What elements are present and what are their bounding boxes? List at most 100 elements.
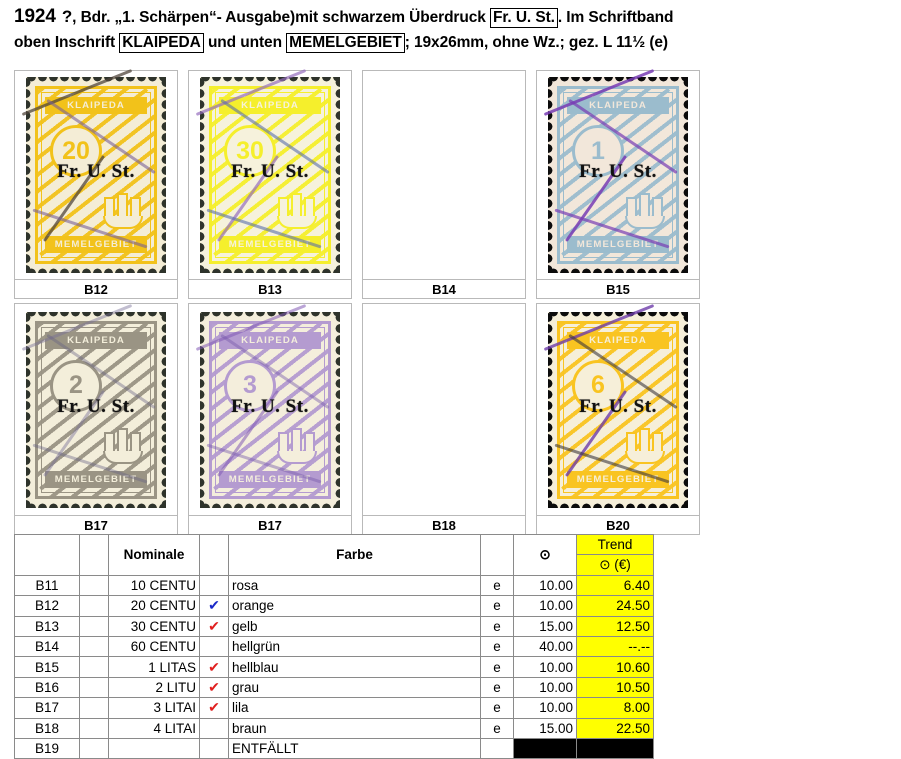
owned-checkmark-icon[interactable]: ✔	[199, 676, 229, 699]
table-row[interactable]: B15 1 LITAS ✔ hellblau e 10.00 10.60	[14, 656, 654, 678]
table-row[interactable]: B18 4 LITAI braun e 15.00 22.50	[14, 717, 654, 739]
table-row[interactable]: B11 10 CENTU rosa e 10.00 6.40	[14, 574, 654, 597]
nominale-value	[108, 737, 200, 759]
used-price: 10.00	[513, 697, 577, 719]
stamp-image: KLAIPEDA MEMELGEBIET 6 Fr. U. St.	[543, 303, 688, 508]
check-column-1[interactable]	[79, 574, 109, 597]
catalog-number: B14	[14, 635, 80, 658]
stamp-denomination: 2	[50, 359, 102, 412]
stamp-cell-b14[interactable]	[362, 70, 526, 280]
trend-price: --.--	[576, 635, 654, 658]
header-trend: Trend	[576, 533, 654, 556]
stamp-bottom-inscription: MEMELGEBIET	[219, 470, 321, 488]
trend-price: 24.50	[576, 595, 654, 617]
condition-code: e	[480, 656, 514, 678]
catalog-number: B19	[14, 737, 80, 759]
used-price: 10.00	[513, 676, 577, 699]
header-check-1	[79, 534, 109, 576]
color-description: lila	[228, 697, 481, 719]
used-price: 10.00	[513, 656, 577, 678]
header-check-2	[199, 534, 229, 576]
trend-price: 10.50	[576, 676, 654, 699]
owned-checkmark-icon[interactable]: ✔	[199, 656, 229, 678]
stamp-cell-b17-a[interactable]: KLAIPEDA MEMELGEBIET 2 Fr. U. St.	[14, 303, 178, 516]
catalog-number: B18	[14, 717, 80, 739]
stamp-cell-b13[interactable]: KLAIPEDA MEMELGEBIET 30 Fr. U. St.	[188, 69, 352, 280]
memel-arms-icon	[623, 193, 665, 229]
owned-checkmark-icon[interactable]	[199, 574, 229, 597]
check-column-1[interactable]	[79, 635, 109, 658]
table-row[interactable]: B19 ENTFÄLLT	[14, 737, 654, 759]
catalog-number: B16	[14, 676, 80, 699]
trend-price: 6.40	[576, 574, 654, 597]
grid-gutter	[352, 304, 363, 516]
owned-checkmark-icon[interactable]: ✔	[199, 595, 229, 617]
price-table-header-row: Nominale Farbe ⊙ Trend	[14, 533, 654, 576]
nominale-value: 20 CENTU	[108, 595, 200, 617]
stamp-label-b12: B12	[14, 279, 178, 299]
used-price	[513, 737, 577, 759]
condition-code: e	[480, 574, 514, 597]
owned-checkmark-icon[interactable]: ✔	[199, 697, 229, 719]
stamp-row-1-labels: B12 B13 B14 B15	[14, 279, 700, 299]
nominale-value: 30 CENTU	[108, 615, 200, 637]
header-trend-currency: ⊙ (€)	[576, 554, 654, 576]
catalog-number: B12	[14, 595, 80, 617]
nominale-value: 10 CENTU	[108, 574, 200, 597]
stamp-label-b18: B18	[362, 515, 526, 535]
trend-price: 10.60	[576, 656, 654, 678]
stamp-cell-b17-b[interactable]: KLAIPEDA MEMELGEBIET 3 Fr. U. St.	[188, 303, 352, 516]
stamp-label-b13: B13	[188, 279, 352, 299]
stamp-cell-b20[interactable]: KLAIPEDA MEMELGEBIET 6 Fr. U. St.	[536, 303, 700, 516]
table-row[interactable]: B17 3 LITAI ✔ lila e 10.00 8.00	[14, 697, 654, 719]
condition-code: e	[480, 717, 514, 739]
nominale-value: 4 LITAI	[108, 717, 200, 739]
catalog-number: B17	[14, 697, 80, 719]
color-description: gelb	[228, 615, 481, 637]
nominale-value: 60 CENTU	[108, 635, 200, 658]
stamp-row-1-images: KLAIPEDA MEMELGEBIET 20 Fr. U. St. KLAIPEDA…	[14, 69, 700, 280]
table-row[interactable]: B14 60 CENTU hellgrün e 40.00 --.--	[14, 635, 654, 658]
memel-arms-icon	[101, 427, 143, 464]
check-column-1[interactable]	[79, 595, 109, 617]
check-column-1[interactable]	[79, 615, 109, 637]
condition-code: e	[480, 635, 514, 658]
stamp-top-inscription: KLAIPEDA	[219, 331, 321, 349]
heading-segment-1: , Bdr. „1. Schärpen“- Ausgabe)mit schwar…	[72, 9, 490, 26]
color-description: braun	[228, 717, 481, 739]
condition-code	[480, 737, 514, 759]
header-catalog-number	[14, 534, 80, 576]
used-price: 10.00	[513, 595, 577, 617]
stamp-cell-b18[interactable]	[362, 303, 526, 516]
owned-checkmark-icon[interactable]	[199, 635, 229, 658]
check-column-1[interactable]	[79, 656, 109, 678]
trend-price: 8.00	[576, 697, 654, 719]
header-used-price-icon: ⊙	[513, 534, 577, 576]
grid-gutter	[526, 71, 537, 280]
condition-code: e	[480, 697, 514, 719]
price-table-head: Nominale Farbe ⊙ Trend ⊙ (€)	[14, 533, 654, 576]
stamp-row-2-labels: B17 B17 B18 B20	[14, 515, 700, 535]
stamp-cell-b15[interactable]: KLAIPEDA MEMELGEBIET 1 Fr. U. St.	[536, 69, 700, 280]
table-row[interactable]: B12 20 CENTU ✔ orange e 10.00 24.50	[14, 595, 654, 617]
check-column-1[interactable]	[79, 717, 109, 739]
check-column-1[interactable]	[79, 676, 109, 699]
table-row[interactable]: B16 2 LITU ✔ grau e 10.00 10.50	[14, 676, 654, 699]
color-description: grau	[228, 676, 481, 699]
header-farbe: Farbe	[228, 534, 481, 576]
nominale-value: 1 LITAS	[108, 656, 200, 678]
owned-checkmark-icon[interactable]	[199, 737, 229, 759]
check-column-1[interactable]	[79, 737, 109, 759]
nominale-value: 3 LITAI	[108, 697, 200, 719]
table-row[interactable]: B13 30 CENTU ✔ gelb e 15.00 12.50	[14, 615, 654, 637]
check-column-1[interactable]	[79, 697, 109, 719]
condition-code: e	[480, 595, 514, 617]
stamp-cell-b12[interactable]: KLAIPEDA MEMELGEBIET 20 Fr. U. St.	[14, 69, 178, 280]
trend-price: 12.50	[576, 615, 654, 637]
grid-gutter	[178, 516, 189, 535]
owned-checkmark-icon[interactable]: ✔	[199, 615, 229, 637]
uncertainty-marker: ?	[61, 7, 73, 26]
owned-checkmark-icon[interactable]	[199, 717, 229, 739]
stamp-bottom-inscription: MEMELGEBIET	[567, 236, 669, 253]
